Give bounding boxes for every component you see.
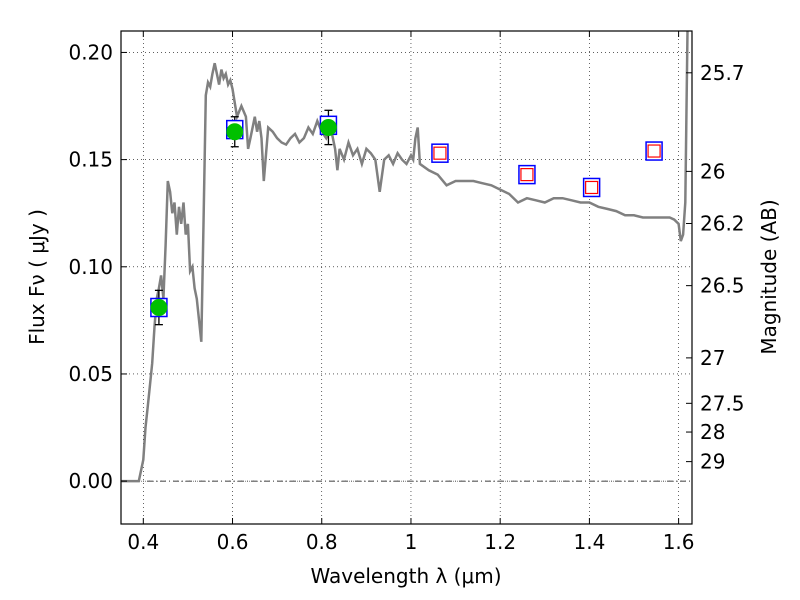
y2-tick-label: 25.7 (700, 61, 745, 85)
plot-frame (120, 30, 693, 525)
model-flux-inner-square (520, 168, 534, 182)
model-flux-square (518, 164, 536, 185)
model-flux-square (582, 177, 601, 198)
x-tick-label: 0.8 (306, 530, 338, 554)
y2-axis-ticks: 25.7 26 26.2 26.5 27 27.5 28 29 (686, 61, 745, 474)
y2-tick-label: 29 (700, 450, 725, 474)
y-axis-label: Flux Fν ( μJy ) (25, 209, 49, 345)
x-tick-label: 1 (405, 530, 418, 554)
model-flux-inner-squares (433, 144, 661, 195)
y2-tick-label: 27.5 (700, 391, 745, 415)
x-tick-label: 1.4 (573, 530, 605, 554)
observed-point (226, 123, 244, 141)
model-spectrum-line (121, 31, 689, 483)
y-axis-ticks: 0.00 0.05 0.10 0.15 0.20 (68, 40, 127, 493)
model-flux-inner-square (585, 180, 599, 195)
y2-tick-label: 26 (700, 159, 725, 183)
observed-point (319, 118, 337, 136)
x-tick-label: 1.6 (663, 530, 695, 554)
x-axis-label: Wavelength λ (μm) (310, 564, 501, 588)
y-tick-label: 0.20 (68, 40, 113, 64)
model-flux-inner-square (433, 146, 447, 160)
observed-points (150, 118, 337, 317)
y-tick-label: 0.15 (68, 148, 113, 172)
y2-tick-label: 26.5 (700, 274, 745, 298)
model-flux-square (645, 141, 663, 161)
model-flux-inner-square (647, 144, 661, 158)
model-flux-squares (150, 115, 663, 318)
y2-tick-label: 26.2 (700, 211, 745, 235)
x-tick-label: 0.4 (127, 530, 159, 554)
y-tick-label: 0.00 (68, 469, 113, 493)
y2-tick-label: 27 (700, 346, 725, 370)
x-tick-label: 0.6 (217, 530, 249, 554)
observed-point (150, 299, 168, 317)
y2-axis-label: Magnitude (AB) (757, 199, 781, 354)
y-tick-label: 0.05 (68, 362, 113, 386)
y2-tick-label: 28 (700, 420, 725, 444)
model-flux-square (431, 143, 449, 163)
y-tick-label: 0.10 (68, 255, 113, 279)
x-axis-ticks: 0.4 0.6 0.8 1 1.2 1.4 1.6 (127, 31, 695, 554)
x-tick-label: 1.2 (484, 530, 516, 554)
